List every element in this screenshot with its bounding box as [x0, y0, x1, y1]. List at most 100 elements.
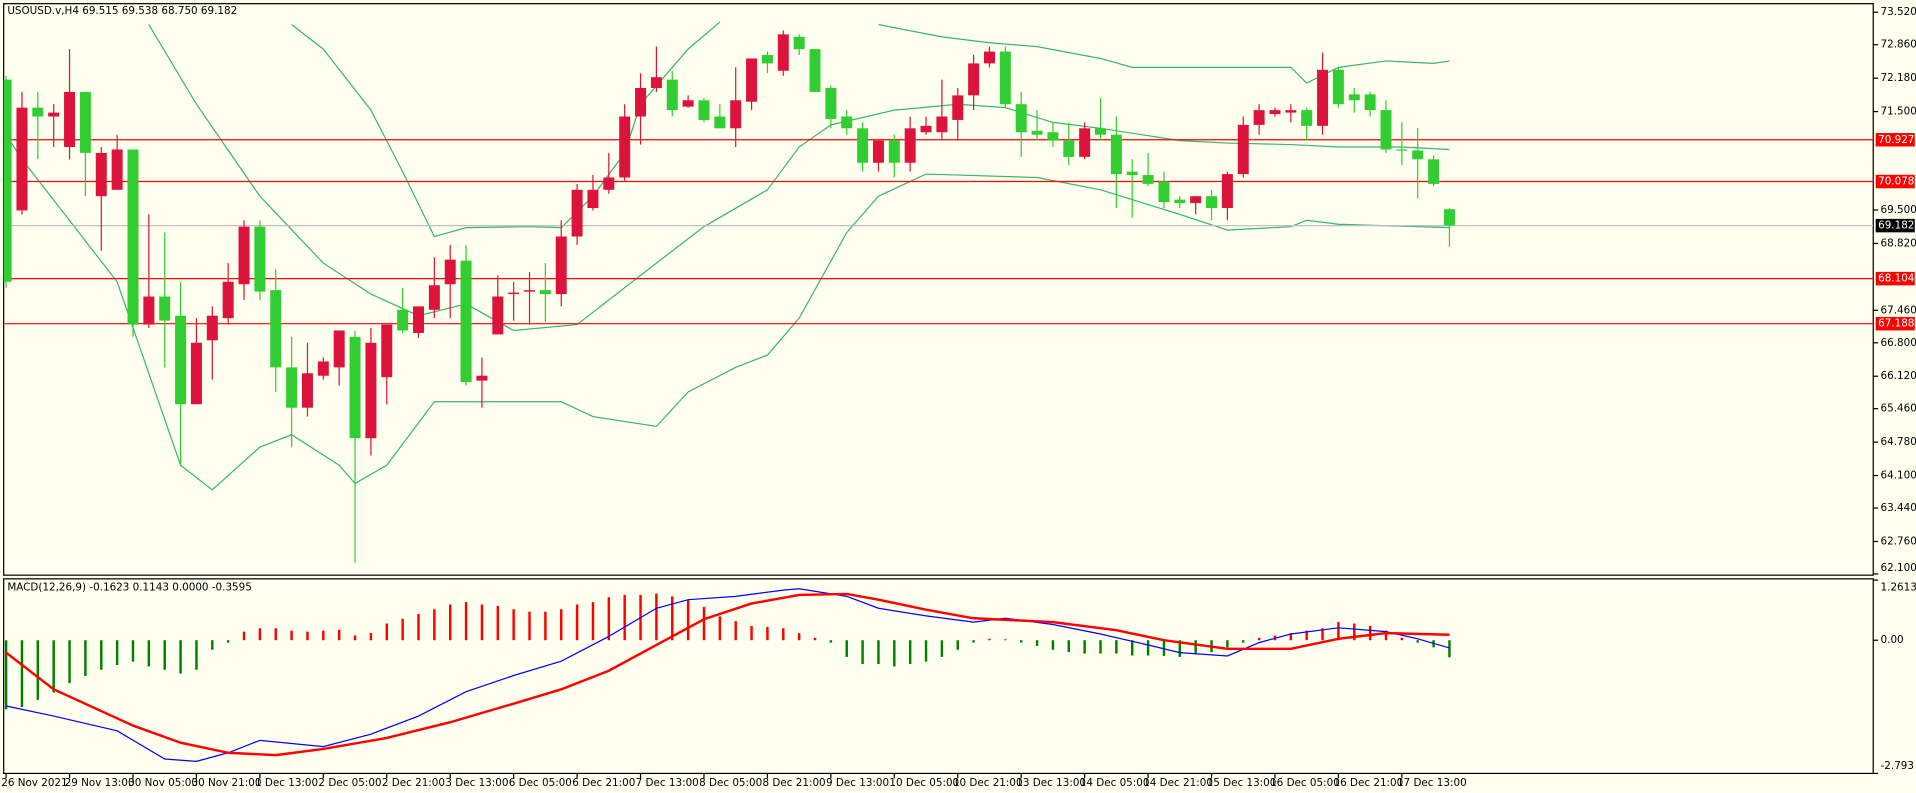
x-tick-label: 14 Dec 05:00 [1080, 777, 1150, 789]
candle-body [1142, 175, 1154, 184]
level-tag [1875, 316, 1915, 331]
candle-body [222, 281, 234, 319]
x-tick-label: 6 Dec 21:00 [572, 777, 635, 789]
candle-body [286, 367, 298, 408]
candle-body [1095, 128, 1107, 135]
macd-header: MACD(12,26,9) -0.1623 0.1143 0.0000 -0.3… [7, 581, 252, 593]
x-tick-label: 17 Dec 13:00 [1397, 777, 1467, 789]
level-tag-label: 70.927 [1878, 134, 1914, 146]
candle-body [508, 292, 520, 295]
candle-body [32, 107, 44, 117]
candle-body [587, 189, 599, 208]
x-tick-label: 8 Dec 21:00 [763, 777, 826, 789]
y-tick-label: 66.120 [1881, 370, 1916, 382]
candle-body [904, 128, 916, 163]
candle-body [1047, 132, 1059, 141]
candle-body [3, 79, 12, 282]
candle-body [983, 51, 995, 64]
candle-body [476, 375, 488, 381]
candle-body [746, 58, 758, 102]
candle-body [1190, 196, 1202, 204]
candle-body [1412, 150, 1424, 160]
candle-body [952, 95, 964, 120]
bollinger-band [5, 134, 1450, 491]
candle-body [793, 36, 805, 50]
bid-tag [1875, 218, 1915, 233]
bid-tag-label: 69.182 [1878, 220, 1914, 232]
x-tick-label: 16 Dec 21:00 [1334, 777, 1404, 789]
macd-line [5, 588, 1450, 762]
bollinger-band [148, 24, 1450, 332]
x-tick-label: 9 Dec 13:00 [826, 777, 889, 789]
candle-body [1348, 94, 1360, 101]
candle-body [1126, 171, 1138, 176]
level-tag-label: 67.188 [1878, 318, 1914, 330]
x-tick-label: 8 Dec 05:00 [699, 777, 762, 789]
macd-line [5, 592, 1450, 757]
candle-body [1237, 124, 1249, 175]
candle-body [730, 100, 742, 129]
candle-body [270, 290, 282, 368]
y-tick-label: 62.100 [1881, 562, 1916, 574]
candle-body [333, 330, 345, 368]
y-tick-label: 62.760 [1881, 535, 1916, 547]
candle-body [809, 49, 821, 92]
level-tag [1875, 271, 1915, 286]
x-tick-label: 10 Dec 05:00 [889, 777, 959, 789]
x-tick-label: 6 Dec 05:00 [509, 777, 572, 789]
candle-body [555, 236, 567, 295]
y-tick-label: 67.460 [1881, 304, 1916, 316]
candle-body [1253, 110, 1265, 125]
candle-body [1158, 181, 1170, 203]
candle-body [857, 128, 869, 163]
candle-body [460, 260, 472, 383]
macd-frame [3, 578, 1874, 775]
y-tick-label: 63.440 [1881, 502, 1916, 514]
candle-body [1332, 69, 1344, 105]
y-tick-label: 72.860 [1881, 39, 1916, 51]
y-tick-label: 64.780 [1881, 436, 1916, 448]
x-tick-label: 7 Dec 13:00 [636, 777, 699, 789]
candle-body [1269, 110, 1281, 115]
candle-body [698, 100, 710, 120]
candle-body [317, 361, 329, 376]
candle-body [777, 34, 789, 71]
x-tick-label: 10 Dec 21:00 [953, 777, 1023, 789]
candle-body [635, 87, 647, 117]
candle-body [968, 63, 980, 96]
level-tag-label: 68.104 [1878, 273, 1915, 285]
candle-body [349, 336, 361, 439]
x-tick-label: 30 Nov 05:00 [128, 777, 198, 789]
candle-body [1031, 130, 1043, 135]
candle-body [301, 373, 313, 408]
candle-body [524, 290, 536, 292]
candle-body [1396, 149, 1408, 151]
y-tick-label: 1.2613 [1881, 581, 1916, 593]
candle-body [936, 116, 948, 133]
x-tick-label: 29 Nov 13:00 [65, 777, 135, 789]
candle-body [1063, 140, 1075, 157]
y-tick-label: 66.800 [1881, 337, 1916, 349]
candle-body [872, 140, 884, 163]
candle-body [64, 91, 76, 148]
x-tick-label: 16 Dec 05:00 [1270, 777, 1340, 789]
candle-body [95, 152, 107, 197]
candle-body [381, 324, 393, 378]
candle-body [999, 51, 1011, 105]
candle-body [650, 77, 662, 88]
candle-body [48, 112, 60, 117]
candle-body [1380, 110, 1392, 150]
level-tag [1875, 174, 1915, 189]
candle-body [1428, 159, 1440, 184]
candle-body [841, 116, 853, 129]
candle-body [1110, 134, 1122, 175]
candle-body [1174, 199, 1186, 204]
candle-body [238, 226, 250, 285]
candle-body [825, 87, 837, 119]
candle-body [1015, 104, 1027, 133]
price-frame [3, 3, 1874, 576]
x-tick-label: 3 Dec 13:00 [445, 777, 508, 789]
candle-body [206, 315, 218, 341]
